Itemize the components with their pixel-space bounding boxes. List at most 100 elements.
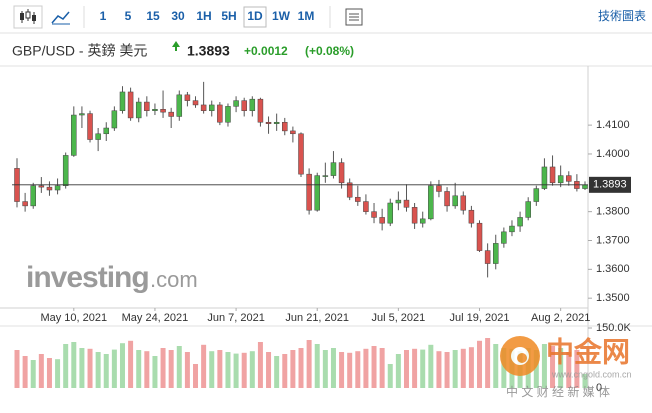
timeframe[interactable]: 1D [247, 9, 263, 23]
candle-body [257, 98, 264, 123]
volume-bar [412, 348, 418, 388]
candle-body [322, 175, 329, 177]
y-tick-label: 1.4100 [596, 119, 630, 131]
plot: 1.3500 1.3600 1.3700 1.3800 1.4000 1.4100 0 150… [12, 81, 632, 394]
watermark-brand-suffix: .com [150, 267, 198, 292]
volume-bar [566, 352, 572, 388]
volume-bar [387, 364, 393, 388]
volume-bar [477, 340, 483, 388]
timeframe[interactable]: 1H [196, 9, 211, 23]
up-arrow [172, 41, 180, 47]
candle-body [192, 100, 199, 106]
y-tick-label: 1.3600 [596, 263, 630, 275]
volume-bar [209, 351, 215, 388]
volume-bar [306, 340, 312, 388]
candle-body [241, 100, 247, 111]
candle-body [501, 231, 507, 244]
candle-body [38, 185, 45, 188]
volume-bar [468, 347, 474, 388]
candle-body [265, 121, 272, 124]
candle-body [217, 104, 223, 123]
volume-bar [298, 348, 304, 388]
candle-body [484, 250, 491, 264]
volume-bar [541, 344, 547, 388]
volume-bar [493, 344, 499, 388]
candle-body [144, 101, 150, 111]
x-tick-label: May 24, 2021 [122, 312, 189, 324]
candle-body [290, 130, 296, 135]
timeframe[interactable]: 15 [146, 9, 160, 23]
y-tick-label: 1.3700 [596, 234, 630, 246]
candle-body [541, 166, 548, 189]
candle-body [428, 185, 434, 220]
timeframe[interactable]: 1M [298, 9, 315, 23]
volume-bar [274, 356, 280, 388]
candle-body [233, 100, 239, 107]
candle-body [436, 185, 442, 192]
volume-bar [371, 346, 377, 388]
volume-bar [444, 352, 450, 388]
volume-bar [558, 348, 564, 388]
tools-link[interactable]: 技術圖表 [598, 9, 646, 23]
candle-body [95, 133, 101, 140]
volume-bar [355, 351, 361, 388]
candle-body [460, 195, 467, 211]
line-icon[interactable] [51, 11, 70, 24]
candle-body [549, 166, 556, 184]
candle-body [314, 175, 320, 211]
volume-bar [225, 352, 231, 388]
volume-bar [55, 359, 61, 388]
timeframe[interactable]: 5 [125, 9, 132, 23]
candle-body [509, 225, 515, 233]
candle-body [492, 243, 499, 264]
volume-bar [46, 358, 52, 388]
current-price-box [589, 176, 631, 193]
candle-body [411, 207, 418, 224]
price: 1.3893 [187, 43, 230, 59]
candle-body [582, 184, 588, 189]
watermark-brand: investing [26, 261, 149, 294]
volume-bar [379, 348, 385, 388]
volume-bar [30, 360, 36, 388]
candle-body [517, 217, 523, 227]
candle-body [533, 188, 540, 202]
timeframe[interactable]: 1W [272, 9, 291, 23]
volume-bar [395, 354, 401, 388]
volume-bar [550, 346, 556, 388]
volume-bar [22, 356, 28, 388]
candle-body [54, 185, 61, 191]
candle-body [30, 185, 36, 207]
volume-bar [257, 342, 263, 388]
current-price-label: 1.3893 [593, 179, 627, 191]
candle-body [452, 195, 458, 207]
volume-bar [249, 351, 255, 388]
volume-bar [71, 342, 77, 388]
logo: 中金网 [546, 335, 630, 367]
timeframe[interactable]: 30 [171, 9, 185, 23]
volume-bar [290, 350, 296, 388]
candle-body [119, 91, 126, 111]
volume-bar [314, 344, 320, 388]
volume-bar [436, 351, 442, 388]
candle-body [127, 91, 134, 119]
logo-watermark: 中金网 www.cngold.com.cn 中 文 财 经 新 媒 体 [500, 335, 632, 399]
timeframe[interactable]: 5H [221, 9, 236, 23]
candle-body [371, 211, 377, 218]
volume-bar [428, 344, 434, 388]
volume-bar [136, 350, 142, 388]
volume-bar [582, 374, 588, 388]
active-timeframe [243, 6, 267, 28]
candle-body [419, 218, 426, 224]
candle-body [79, 113, 85, 116]
timeframe[interactable]: 1 [100, 9, 107, 23]
change-pct: (+0.08%) [305, 44, 354, 58]
volume-bar [193, 364, 199, 388]
x-tick-label: Jul 5, 2021 [371, 312, 425, 324]
x-tick-label: Jul 19, 2021 [450, 312, 510, 324]
volume-bar [63, 344, 69, 388]
volume-bar [533, 350, 539, 388]
volume-bar [282, 354, 288, 388]
candle-body [71, 114, 77, 156]
